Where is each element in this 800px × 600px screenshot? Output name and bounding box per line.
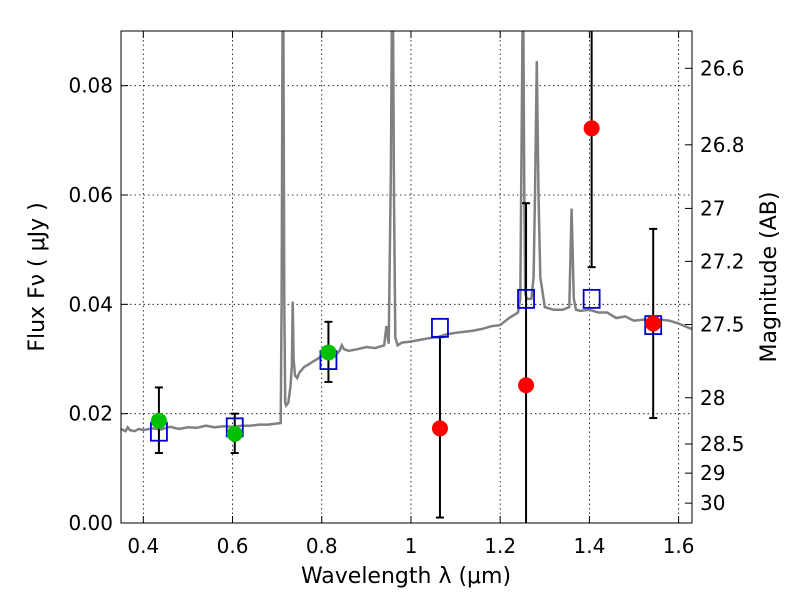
low-significance-point <box>518 377 535 394</box>
right-axis-label: Magnitude (AB) <box>757 192 782 363</box>
x-tick-label: 1.4 <box>573 534 605 558</box>
right-tick-label: 28 <box>700 386 725 410</box>
low-significance-point <box>645 315 662 332</box>
model-photometry-square <box>582 288 601 309</box>
detections-point <box>320 344 337 361</box>
spectrum-line <box>121 31 692 433</box>
spectrum-layer <box>121 31 692 433</box>
right-tick-label: 27.5 <box>700 313 745 337</box>
x-tick-label: 0.8 <box>306 534 338 558</box>
y-tick-label: 0.00 <box>68 511 113 535</box>
y-tick-label: 0.02 <box>68 402 113 426</box>
detections-point <box>150 412 167 429</box>
model-photometry-square <box>517 288 535 309</box>
right-tick-label: 26.6 <box>700 56 745 80</box>
right-tick-label: 28.5 <box>700 432 745 456</box>
x-tick-label: 1 <box>405 534 418 558</box>
right-tick-label: 27 <box>700 196 725 220</box>
y-tick-label: 0.08 <box>68 74 113 98</box>
series-layer <box>150 31 663 523</box>
detections-point <box>226 425 243 442</box>
x-axis: 0.4 0.6 0.8 1 1.2 1.4 1.6 <box>127 31 695 558</box>
x-tick-label: 0.4 <box>127 534 159 558</box>
y-tick-label: 0.06 <box>68 183 113 207</box>
x-tick-label: 0.6 <box>217 534 249 558</box>
x-axis-label: Wavelength λ (μm) <box>301 564 511 589</box>
y-axis: 0.00 0.02 0.04 0.06 0.08 <box>68 74 128 535</box>
right-tick-label: 27.2 <box>700 249 745 273</box>
low-significance-point <box>583 120 600 137</box>
low-significance-point <box>431 420 448 437</box>
grid <box>121 31 692 523</box>
y-axis-label: Flux Fν ( μJy ) <box>25 202 50 351</box>
model-photometry-square <box>431 317 449 338</box>
right-tick-label: 26.8 <box>700 133 745 157</box>
right-axis: 26.6 26.8 27 27.2 27.5 28 28.5 29 30 <box>685 56 745 515</box>
x-tick-label: 1.6 <box>663 534 695 558</box>
y-tick-label: 0.04 <box>68 292 113 316</box>
right-tick-label: 29 <box>700 461 725 485</box>
plot-frame <box>120 30 693 524</box>
right-tick-label: 30 <box>700 491 725 515</box>
x-tick-label: 1.2 <box>484 534 516 558</box>
